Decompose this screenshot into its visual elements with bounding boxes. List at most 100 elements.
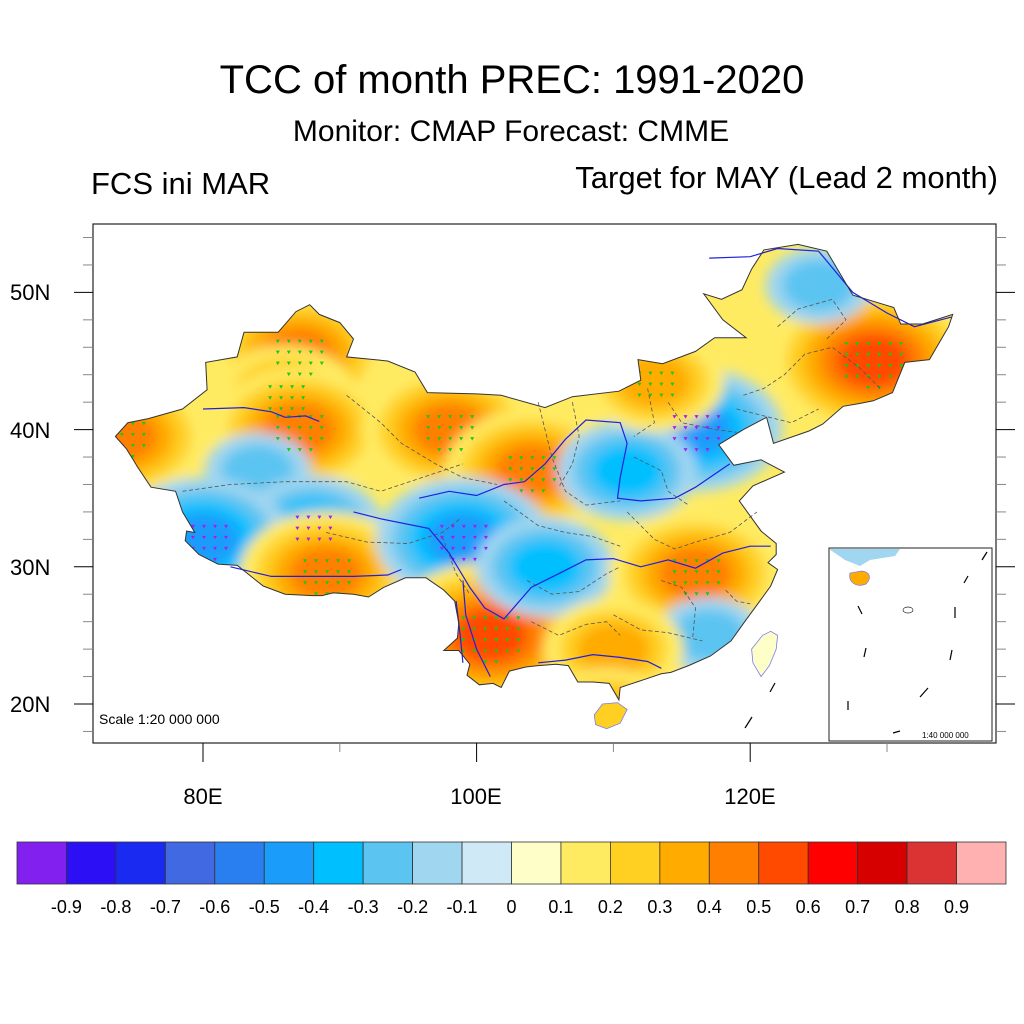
- nine-dash-line-segment: [769, 682, 776, 693]
- stipple-dot: [483, 535, 488, 540]
- stipple-dot: [683, 570, 688, 574]
- lat-tick-label: 30N: [10, 555, 51, 580]
- stipple-dot: [844, 364, 849, 368]
- colorbar-box: [214, 841, 265, 885]
- stipple-dot: [308, 339, 313, 344]
- stipple-dot: [530, 456, 535, 460]
- nine-dash-line-segment: [892, 730, 901, 734]
- province-border: [326, 518, 461, 544]
- colorbar-tick-label: 0.9: [944, 897, 970, 917]
- province-border: [558, 402, 580, 488]
- stipple-dot: [141, 433, 146, 437]
- stipple-dot: [472, 616, 477, 620]
- stipple-dot: [705, 592, 710, 596]
- stipple-dot: [213, 546, 217, 551]
- stipple-dot: [336, 559, 341, 563]
- province-border: [527, 566, 621, 595]
- stipple-dot: [648, 371, 653, 376]
- stipple-dot: [530, 478, 535, 482]
- stipple-dot: [694, 559, 699, 563]
- stipple-dot: [683, 592, 688, 596]
- stipple-dot: [888, 375, 893, 379]
- stipple-dot: [314, 592, 319, 596]
- stipple-dot: [325, 581, 330, 585]
- stipple-dot: [694, 570, 699, 574]
- stipple-dot: [290, 385, 295, 389]
- province-border: [442, 536, 471, 595]
- stipple-dot: [303, 559, 308, 563]
- province-borders: [182, 298, 881, 642]
- stipple-dot: [130, 444, 135, 448]
- map-scale-label: Scale 1:20 000 000: [99, 711, 220, 727]
- colorbar-box: [560, 841, 611, 885]
- colorbar-tick-label: 0.8: [894, 897, 920, 917]
- province-border: [667, 401, 737, 433]
- stipple-dot: [450, 535, 455, 540]
- stipple-dot: [683, 448, 688, 452]
- stipple-dot: [314, 581, 319, 585]
- inset-scale-label: 1:40 000 000: [922, 731, 969, 740]
- stipple-dot: [317, 515, 322, 520]
- province-border: [182, 463, 464, 492]
- colorbar-tick-label: -0.1: [446, 897, 478, 917]
- colorbar-tick-label: 0.6: [795, 897, 821, 917]
- stipple-dot: [286, 339, 291, 344]
- stipple-dot: [483, 627, 488, 631]
- stipple-dot: [461, 649, 466, 653]
- stipple-dot: [844, 342, 849, 346]
- colorbar-box: [66, 841, 117, 885]
- stipple-dot: [286, 350, 291, 355]
- stipple-dot: [552, 456, 557, 460]
- stipple-dot: [308, 437, 313, 441]
- stipple-dot: [297, 372, 302, 377]
- inset-hainan: [849, 570, 870, 586]
- south-china-sea-inset: [744, 547, 993, 742]
- stipple-dot: [319, 361, 324, 366]
- taiwan-island: [751, 630, 779, 678]
- stipple-dot: [224, 546, 228, 551]
- stipple-dot: [439, 535, 444, 540]
- left-label: FCS ini MAR: [91, 166, 271, 201]
- stipple-dot: [279, 385, 284, 389]
- stipple-dot: [448, 448, 453, 452]
- stipple-dot: [325, 559, 330, 563]
- colorbar-box: [263, 841, 315, 885]
- province-border: [346, 394, 498, 485]
- stipple-dot: [888, 342, 893, 346]
- contour-south-tibet: [289, 547, 363, 600]
- stipple-dot: [461, 535, 466, 540]
- stipple-dot: [472, 535, 477, 540]
- stipple-dot: [637, 382, 642, 387]
- stipple-dot: [303, 570, 308, 574]
- stipple-dot: [325, 570, 330, 574]
- stipple-dot: [295, 515, 300, 520]
- colorbar-tick-label: 0.7: [845, 897, 871, 917]
- colorbar-box: [708, 841, 760, 885]
- stipple-dot: [130, 422, 135, 426]
- province-border: [537, 402, 621, 506]
- stipple-dot: [437, 437, 442, 441]
- colorbar-tick-label: -0.8: [100, 897, 132, 917]
- stipple-dot: [670, 393, 675, 398]
- stipple-dot: [899, 353, 904, 357]
- stipple-dot: [439, 524, 444, 529]
- colorbar-box: [659, 841, 710, 885]
- stipple-dot: [694, 415, 699, 419]
- province-border: [633, 456, 689, 506]
- inset-islands: [902, 606, 914, 614]
- stipple-dot: [426, 426, 431, 430]
- province-border: [743, 346, 881, 396]
- stipple-dot: [336, 570, 341, 574]
- stipple-dot: [306, 526, 311, 531]
- stipple-dot: [505, 649, 510, 653]
- stipple-dot: [297, 339, 302, 344]
- stipple-dot: [459, 426, 464, 430]
- stipple-dot: [461, 546, 466, 551]
- stipple-dot: [275, 361, 280, 366]
- stipple-dot: [648, 393, 653, 398]
- stipple-dot: [519, 478, 524, 482]
- stipple-dot: [459, 448, 464, 452]
- stipple-dot: [694, 448, 699, 452]
- hainan-island: [593, 702, 628, 730]
